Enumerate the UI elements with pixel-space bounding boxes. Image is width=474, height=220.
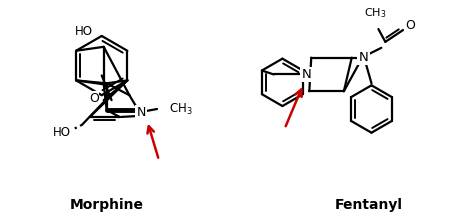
Text: N: N xyxy=(359,51,368,64)
Text: HO: HO xyxy=(53,126,71,139)
Text: Fentanyl: Fentanyl xyxy=(334,198,402,212)
Text: CH$_3$: CH$_3$ xyxy=(364,6,387,20)
Text: N: N xyxy=(137,106,146,119)
Text: Morphine: Morphine xyxy=(70,198,144,212)
Text: N: N xyxy=(301,68,311,81)
Text: O: O xyxy=(405,18,415,32)
Text: HO: HO xyxy=(75,24,93,38)
Text: O: O xyxy=(89,92,99,105)
Text: CH$_3$: CH$_3$ xyxy=(169,101,192,117)
